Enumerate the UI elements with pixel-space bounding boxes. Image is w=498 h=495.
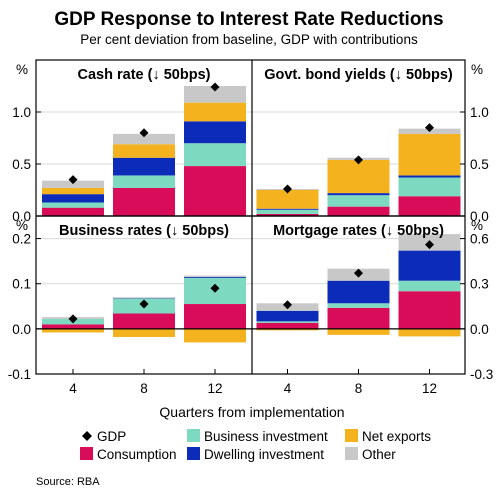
legend-label: Business investment (204, 429, 328, 444)
y-tick-label: -0.3 (470, 367, 493, 382)
x-tick-label: 12 (422, 381, 437, 396)
y-tick-label: 0.0 (470, 322, 489, 337)
bar-segment-dwelling_investment (113, 158, 175, 176)
bar-segment-other (113, 297, 175, 298)
x-tick-label: 4 (284, 381, 292, 396)
bar-segment-consumption (184, 166, 246, 216)
bar-segment-consumption (257, 323, 319, 329)
bar-segment-net_exports (113, 144, 175, 158)
y-tick-label: 0.5 (12, 157, 31, 172)
bar-segment-consumption (328, 308, 390, 329)
bar-segment-business_investment (257, 210, 319, 214)
legend-label: Dwelling investment (204, 447, 324, 462)
y-unit-label: % (471, 62, 483, 77)
panel-1: 0.00.51.0%Cash rate (↓ 50bps) (12, 62, 252, 224)
legend-label: Consumption (97, 447, 177, 462)
chart-panels: 0.0 0.5 1.0% Cash rate (↓ 50bps) 0.0 0.5 1.0% G… (8, 60, 494, 396)
bar-segment-other (184, 276, 246, 277)
bar-segment-consumption (399, 196, 461, 216)
bar-segment-net_exports (42, 188, 104, 194)
legend-label: GDP (97, 429, 126, 444)
bar-segment-business_investment (184, 143, 246, 166)
bar-segment-business_investment (399, 178, 461, 197)
panel-title: Govt. bond yields (↓ 50bps) (264, 67, 453, 83)
source-note: Source: RBA (36, 476, 100, 488)
bar-segment-dwelling_investment (184, 277, 246, 278)
bar-segment-net_exports (113, 329, 175, 337)
bar-segment-business_investment (328, 303, 390, 308)
bar-segment-dwelling_investment (42, 194, 104, 202)
legend-swatch-other (345, 447, 358, 460)
bar-segment-business_investment (257, 321, 319, 323)
y-unit-label: % (471, 218, 483, 233)
bar-segment-net_exports (399, 134, 461, 176)
y-tick-label: 1.0 (12, 105, 31, 120)
chart-subtitle: Per cent deviation from baseline, GDP wi… (80, 32, 418, 47)
y-tick-label: 0.1 (12, 277, 31, 292)
x-tick-label: 8 (140, 381, 148, 396)
panel-title: Mortgage rates (↓ 50bps) (273, 223, 444, 239)
bar-segment-consumption (42, 324, 104, 329)
x-tick-label: 12 (207, 381, 222, 396)
bar-segment-consumption (113, 188, 175, 216)
legend-swatch-business_investment (187, 429, 200, 442)
legend-item-gdp: GDP (82, 429, 126, 444)
legend-swatch-net_exports (345, 429, 358, 442)
bar-segment-net_exports (184, 329, 246, 343)
bar-segment-business_investment (399, 281, 461, 292)
bar-segment-dwelling_investment (184, 121, 246, 143)
bar-segment-business_investment (328, 195, 390, 206)
y-tick-label: 0.5 (470, 157, 489, 172)
y-tick-label: 0.3 (470, 277, 489, 292)
bar-segment-net_exports (328, 160, 390, 193)
legend-label: Other (362, 447, 396, 462)
legend-item-other: Other (345, 447, 396, 462)
panel-4: -0.3 0.0 0.3 0.6% Mortgage rates (↓ 50bps) 4 8… (252, 218, 493, 396)
bar-segment-dwelling_investment (328, 281, 390, 304)
bar-segment-consumption (113, 314, 175, 329)
bar-segment-net_exports (328, 329, 390, 335)
bar-segment-consumption (399, 291, 461, 329)
legend-swatch-diamond (82, 431, 92, 441)
legend-item-consumption: Consumption (80, 447, 177, 462)
bar-segment-business_investment (42, 202, 104, 207)
bar-segment-dwelling_investment (257, 209, 319, 210)
y-tick-label: 1.0 (470, 105, 489, 120)
panel-title: Cash rate (↓ 50bps) (78, 67, 211, 83)
y-tick-label: -0.1 (8, 367, 31, 382)
bar-segment-consumption (42, 208, 104, 216)
y-tick-label: 0.0 (12, 322, 31, 337)
bar-segment-net_exports (399, 329, 461, 337)
legend-item-net_exports: Net exports (345, 429, 431, 444)
panel-title: Business rates (↓ 50bps) (59, 223, 229, 239)
bar-segment-dwelling_investment (257, 311, 319, 322)
y-unit-label: % (16, 218, 28, 233)
chart-legend: GDP Business investment Net exports Consump… (80, 429, 431, 462)
x-axis-label: Quarters from implementation (159, 404, 344, 420)
legend-swatch-consumption (80, 447, 93, 460)
bar-segment-dwelling_investment (399, 175, 461, 177)
chart-title: GDP Response to Interest Rate Reductions (54, 9, 443, 30)
bar-segment-business_investment (113, 175, 175, 187)
legend-item-business_investment: Business investment (187, 429, 328, 444)
x-tick-label: 4 (69, 381, 77, 396)
bar-segment-consumption (184, 304, 246, 329)
bar-segment-dwelling_investment (399, 251, 461, 281)
panel-3: -0.1 0.0 0.1 0.2% Business rates (↓ 50bps) 4 8… (8, 218, 252, 396)
y-tick-label: 0.6 (470, 232, 489, 247)
panel-2: 0.00.51.0%Govt. bond yields (↓ 50bps) (252, 62, 489, 224)
legend-item-dwelling_investment: Dwelling investment (187, 447, 324, 462)
bar-segment-net_exports (184, 103, 246, 122)
bar-segment-dwelling_investment (328, 193, 390, 195)
y-tick-label: 0.2 (12, 232, 31, 247)
bar-segment-consumption (328, 207, 390, 216)
legend-swatch-dwelling_investment (187, 447, 200, 460)
legend-label: Net exports (362, 429, 431, 444)
y-unit-label: % (16, 62, 28, 77)
x-tick-label: 8 (355, 381, 363, 396)
